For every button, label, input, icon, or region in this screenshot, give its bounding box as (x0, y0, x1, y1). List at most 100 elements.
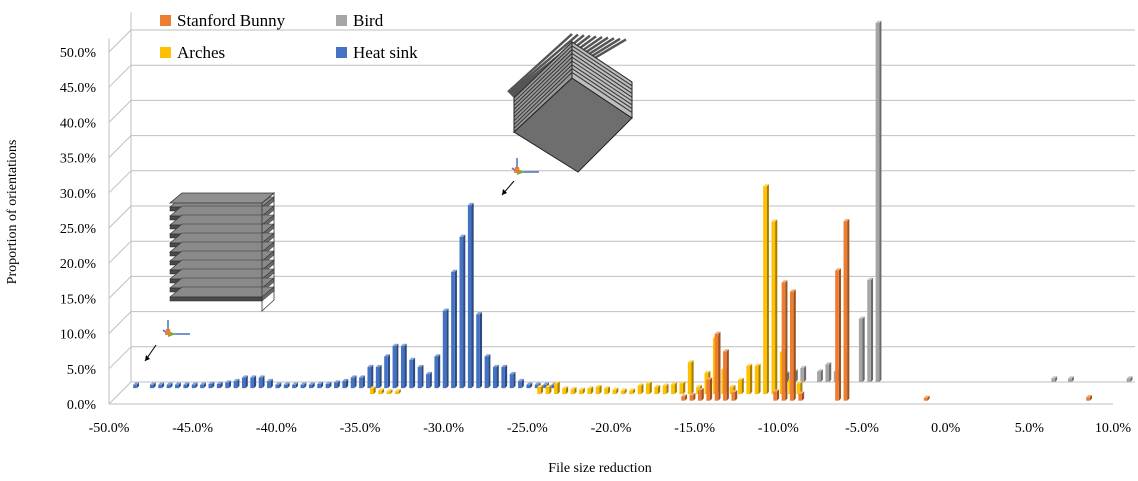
bar (308, 382, 315, 389)
bar (342, 378, 349, 389)
y-tick-label: 15.0% (60, 292, 97, 307)
bar (359, 375, 365, 389)
gridline-side (108, 311, 132, 334)
y-tick-labels: 0.0% 5.0% 10.0% 15.0% 20.0% 25.0% 30.0% 35.0% 40… (60, 46, 97, 413)
legend-swatch-arches (160, 47, 171, 58)
bar (409, 357, 416, 389)
bar (467, 202, 474, 389)
bar (867, 277, 874, 382)
legend: Stanford Bunny Bird Arches Heat sink (160, 11, 418, 62)
bar (183, 382, 190, 389)
bar (350, 375, 357, 389)
bar (275, 382, 282, 389)
bar (334, 380, 340, 389)
bar (1086, 394, 1092, 401)
bar (875, 20, 882, 383)
bar (654, 384, 661, 395)
bar (570, 386, 577, 395)
y-tick-label: 50.0% (60, 46, 97, 61)
bar (386, 389, 393, 395)
bar (553, 381, 560, 395)
bar (369, 386, 376, 395)
legend-label-stanford-bunny: Stanford Bunny (177, 11, 286, 30)
bar (417, 364, 424, 389)
y-tick-label: 35.0% (60, 152, 97, 167)
bar (395, 389, 401, 395)
bar (526, 382, 533, 389)
bar (835, 268, 841, 401)
bar (200, 382, 206, 389)
bar (476, 312, 483, 389)
bar (451, 269, 457, 389)
bar (679, 381, 686, 395)
bar (689, 392, 696, 401)
bar (587, 386, 594, 395)
bar (241, 375, 248, 389)
x-tick-label: -30.0% (423, 421, 464, 436)
bar (484, 354, 491, 389)
bar (604, 386, 610, 395)
x-tick-label: -10.0% (758, 421, 799, 436)
bar (283, 382, 290, 389)
bar (166, 382, 173, 389)
bar (537, 384, 544, 395)
y-tick-label: 45.0% (60, 81, 97, 96)
bar (746, 363, 753, 395)
x-tick-label: 5.0% (1015, 421, 1045, 436)
bar (426, 371, 432, 389)
y-tick-label: 5.0% (67, 363, 97, 378)
bar (843, 218, 850, 401)
y-tick-label: 40.0% (60, 116, 97, 131)
gridline-side (108, 170, 132, 194)
gridline-side (108, 205, 132, 229)
bar (1068, 376, 1074, 382)
heat-sink-flat-render (168, 192, 276, 312)
series-bird (783, 20, 1133, 383)
bar (325, 381, 332, 389)
x-tick-label: 10.0% (1095, 421, 1132, 436)
bar (817, 369, 823, 382)
bars (133, 20, 1133, 401)
bar (375, 364, 382, 389)
bar (629, 388, 636, 395)
bar (434, 354, 441, 389)
gridlines (108, 12, 1135, 405)
x-tick-label: -40.0% (256, 421, 297, 436)
bar (858, 316, 865, 382)
series-stanford-bunny (681, 218, 1092, 401)
bar (562, 386, 569, 395)
bar (400, 343, 407, 389)
bar (133, 382, 140, 389)
bar (459, 234, 466, 389)
bar (191, 382, 198, 389)
gridline-side (108, 135, 132, 158)
bar (545, 384, 552, 395)
bar (790, 289, 796, 401)
x-axis-title: File size reduction (548, 461, 651, 476)
bar (825, 362, 832, 382)
bar (781, 280, 788, 401)
bar (518, 378, 524, 389)
bar (1051, 376, 1058, 382)
bar (800, 365, 807, 382)
bar (501, 364, 508, 389)
bar (233, 378, 240, 389)
legend-swatch-stanford-bunny (160, 15, 171, 26)
bar (225, 380, 232, 389)
bar (771, 219, 778, 395)
y-tick-label: 20.0% (60, 257, 97, 272)
bar (579, 387, 585, 395)
bar (158, 382, 165, 389)
bar (714, 331, 721, 401)
bar (754, 363, 761, 395)
bar (149, 382, 156, 389)
bar (637, 383, 644, 395)
bar (392, 343, 399, 389)
bar (738, 377, 744, 395)
bar (612, 387, 619, 395)
bar (620, 388, 627, 395)
x-tick-label: -45.0% (172, 421, 213, 436)
bar (763, 184, 769, 395)
bar (796, 381, 803, 395)
